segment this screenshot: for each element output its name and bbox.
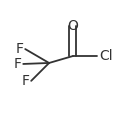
Text: F: F: [15, 42, 23, 56]
Text: Cl: Cl: [100, 49, 113, 63]
Text: F: F: [13, 57, 21, 71]
Text: O: O: [67, 19, 78, 33]
Text: F: F: [21, 74, 29, 88]
